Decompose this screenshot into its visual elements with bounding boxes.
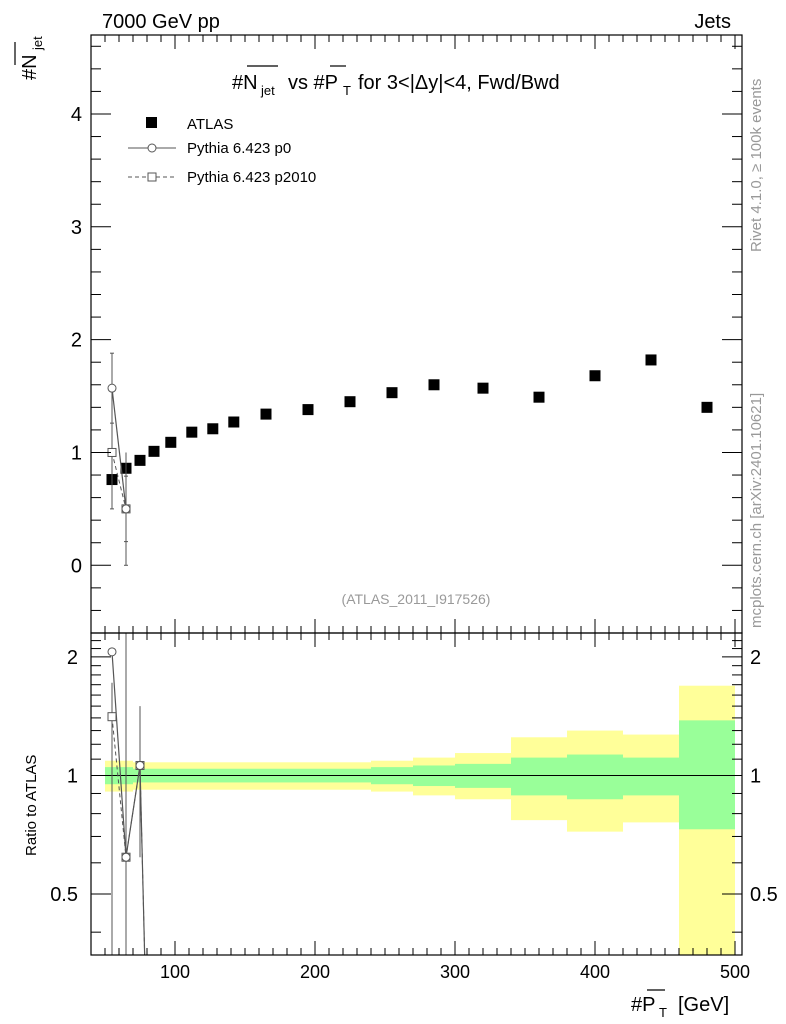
atlas-point — [260, 408, 272, 420]
legend-p0-label: Pythia 6.423 p0 — [187, 140, 291, 157]
atlas-point — [645, 354, 657, 366]
ratio-p0-line — [111, 651, 146, 955]
energy-label: 7000 GeV pp — [102, 11, 220, 33]
y-axis-label: #N jet — [14, 36, 45, 80]
x-axis-label: #P T [GeV] — [631, 989, 729, 1020]
ratio-frame — [90, 632, 743, 956]
svg-text:jet: jet — [30, 36, 45, 51]
title-t-sub: T — [343, 83, 351, 98]
ratio-tick-label-right: 2 — [750, 647, 761, 669]
mcplots-label: mcplots.cern.ch [arXiv:2401.10621] — [748, 393, 765, 628]
atlas-point — [228, 416, 240, 428]
stat-band — [567, 754, 623, 800]
atlas-point — [165, 436, 177, 448]
chart-title: #N jet vs #P T for 3<|Δy|<4, Fwd/Bwd — [232, 65, 560, 98]
atlas-point — [477, 382, 489, 394]
x-tick-label: 500 — [720, 962, 750, 982]
ratio-tick-label: 1 — [67, 765, 78, 787]
stat-band — [623, 757, 679, 796]
ratio-plot-area — [105, 633, 735, 955]
title-rest: for 3<|Δy|<4, Fwd/Bwd — [358, 72, 560, 94]
y-tick-label: 0 — [71, 555, 82, 577]
atlas-point — [428, 379, 440, 391]
legend-atlas-marker — [146, 117, 157, 128]
svg-text:[GeV]: [GeV] — [678, 994, 729, 1016]
process-label: Jets — [694, 11, 731, 33]
atlas-point — [589, 370, 601, 382]
ratio-tick-label: 2 — [67, 647, 78, 669]
title-jet-sub: jet — [260, 83, 275, 98]
svg-text:#N: #N — [19, 54, 41, 80]
x-tick-label: 100 — [160, 962, 190, 982]
x-tick-label: 200 — [300, 962, 330, 982]
stat-band — [679, 720, 735, 830]
ratio-p0-point — [135, 760, 145, 770]
title-n: #N — [232, 72, 258, 94]
atlas-point — [186, 426, 198, 438]
p0-line — [111, 388, 127, 509]
p0-point — [107, 383, 117, 393]
ratio-p2010-line — [111, 716, 146, 955]
p0-point — [121, 504, 131, 514]
atlas-point — [386, 387, 398, 399]
y-tick-label: 3 — [71, 217, 82, 239]
y-tick-label: 2 — [71, 330, 82, 352]
legend-atlas-label: ATLAS — [187, 116, 233, 133]
axes: 100 200 300 400 500 0 1 2 3 4 0.5 0.5 1 1 2 2 — [50, 34, 778, 982]
atlas-point — [148, 445, 160, 457]
legend: ATLAS Pythia 6.423 p0 Pythia 6.423 p2010 — [128, 116, 316, 186]
analysis-id: (ATLAS_2011_I917526) — [342, 591, 491, 607]
rivet-label: Rivet 4.1.0, ≥ 100k events — [748, 79, 765, 252]
svg-text:#P: #P — [631, 994, 655, 1016]
ratio-p2010-point — [107, 712, 117, 722]
legend-p2010-marker — [147, 172, 157, 182]
ratio-p0-point — [107, 647, 117, 657]
ratio-tick-label-right: 0.5 — [750, 884, 778, 906]
svg-text:T: T — [659, 1005, 667, 1020]
ratio-p0-point — [121, 852, 131, 862]
ratio-y-label: Ratio to ATLAS — [23, 755, 40, 856]
x-tick-label: 400 — [580, 962, 610, 982]
p2010-line — [111, 452, 127, 510]
title-vs: vs #P — [288, 72, 338, 94]
atlas-point — [533, 391, 545, 403]
y-tick-label: 1 — [71, 442, 82, 464]
atlas-point — [302, 404, 314, 416]
x-tick-label: 300 — [440, 962, 470, 982]
atlas-point — [207, 423, 219, 435]
ratio-tick-label-right: 1 — [750, 765, 761, 787]
y-tick-label: 4 — [71, 104, 82, 126]
atlas-point — [344, 396, 356, 408]
legend-p0-marker — [147, 143, 157, 153]
atlas-point — [134, 454, 146, 466]
atlas-point — [701, 401, 713, 413]
legend-p2010-label: Pythia 6.423 p2010 — [187, 169, 316, 186]
stat-band — [511, 757, 567, 796]
ratio-tick-label: 0.5 — [50, 884, 78, 906]
main-plot-area — [106, 352, 713, 566]
